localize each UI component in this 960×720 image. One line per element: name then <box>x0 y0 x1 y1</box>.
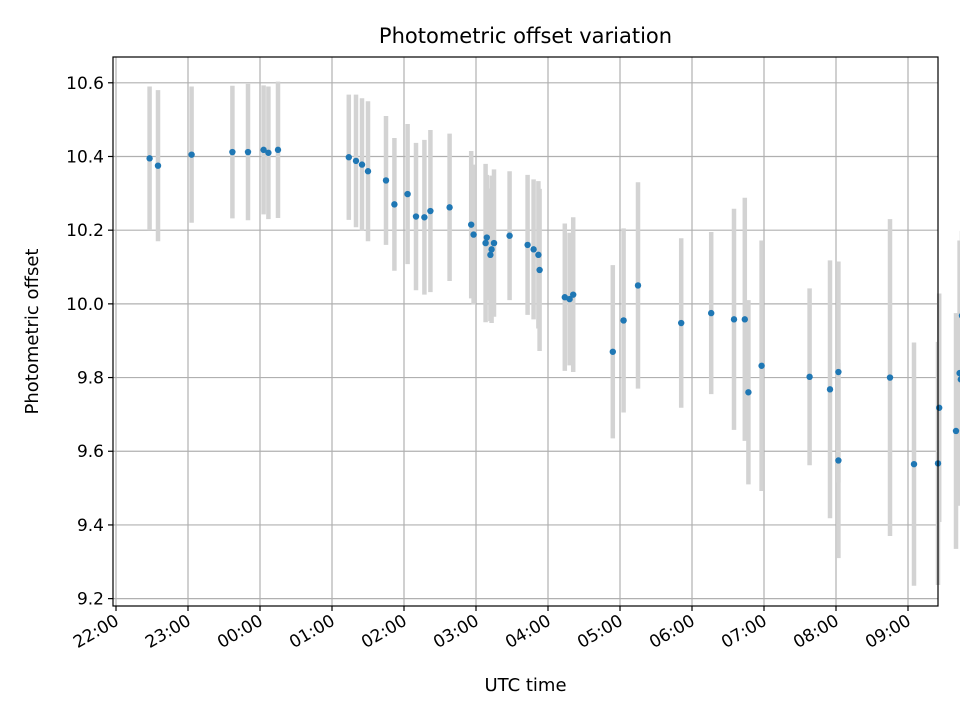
data-point <box>524 241 531 249</box>
x-tick-label: 05:00 <box>574 611 626 653</box>
y-tick-label: 9.8 <box>77 369 104 389</box>
error-bars <box>147 81 960 586</box>
y-tick-label: 10.4 <box>66 147 104 167</box>
data-point <box>470 231 477 238</box>
data-point <box>487 251 494 259</box>
data-point <box>490 239 498 247</box>
data-point <box>391 201 398 208</box>
data-point <box>536 266 543 274</box>
data-point <box>957 376 960 383</box>
data-point <box>936 404 943 411</box>
data-point <box>382 177 390 184</box>
data-point <box>886 374 894 381</box>
x-tick-label: 04:00 <box>502 611 554 653</box>
y-tick-label: 10.2 <box>66 221 104 241</box>
data-point <box>835 368 842 376</box>
x-tick-label: 23:00 <box>142 611 194 653</box>
plot-area <box>112 56 939 607</box>
data-point <box>244 148 252 156</box>
data-point <box>535 251 542 259</box>
y-tick-label: 9.4 <box>77 516 104 536</box>
chart-title: Photometric offset variation <box>379 24 672 48</box>
data-point <box>758 362 765 369</box>
data-point <box>741 316 748 323</box>
data-point <box>412 213 420 220</box>
data-point <box>708 309 715 317</box>
data-points <box>146 146 960 468</box>
y-tick-label: 9.6 <box>77 442 104 462</box>
data-point <box>530 246 537 253</box>
data-point <box>570 291 577 298</box>
data-point <box>730 316 738 323</box>
x-tick-label: 22:00 <box>70 611 122 653</box>
data-point <box>488 246 495 253</box>
grid <box>113 57 938 606</box>
data-point <box>482 239 489 247</box>
data-point <box>678 319 685 327</box>
data-point <box>609 348 616 355</box>
data-point <box>561 294 568 301</box>
data-point <box>265 149 272 156</box>
data-point <box>910 460 918 468</box>
y-axis-title: Photometric offset <box>22 249 43 415</box>
y-tick-label: 10.0 <box>66 295 104 315</box>
data-point <box>352 157 360 165</box>
x-tick-label: 00:00 <box>214 611 266 653</box>
data-point <box>835 457 842 464</box>
x-tick-label: 09:00 <box>862 611 914 653</box>
y-tick-label: 9.2 <box>77 590 104 610</box>
data-point <box>446 204 453 211</box>
x-tick-label: 01:00 <box>286 611 338 653</box>
data-point <box>274 146 282 154</box>
data-point <box>956 369 960 377</box>
data-point <box>806 373 813 381</box>
data-point <box>745 389 752 396</box>
data-point <box>506 232 513 239</box>
data-point <box>468 221 475 228</box>
y-tick-label: 10.6 <box>66 74 104 94</box>
x-axis: 22:00 23:00 00:00 01:00 02:00 03:00 04:00 05:00… <box>70 606 915 653</box>
data-point <box>483 234 490 241</box>
data-point <box>427 207 434 215</box>
data-point <box>260 146 267 154</box>
x-tick-label: 07:00 <box>718 611 770 653</box>
x-tick-label: 02:00 <box>358 611 410 653</box>
x-tick-label: 08:00 <box>790 611 842 653</box>
data-point <box>620 317 627 324</box>
data-point <box>826 386 834 393</box>
x-axis-title: UTC time <box>484 675 566 696</box>
y-axis: 9.2 9.4 9.6 9.8 10.0 10.2 10.4 10.6 <box>66 74 113 610</box>
data-point <box>952 427 960 435</box>
data-point <box>358 161 366 168</box>
data-point <box>566 295 573 303</box>
data-point <box>146 155 153 162</box>
data-point <box>364 168 372 175</box>
data-point <box>634 282 642 289</box>
x-tick-label: 03:00 <box>430 611 482 653</box>
data-point <box>404 190 411 198</box>
data-point <box>421 214 428 221</box>
data-point <box>188 151 195 158</box>
data-point <box>154 162 162 169</box>
x-tick-label: 06:00 <box>646 611 698 653</box>
data-point <box>345 154 352 161</box>
data-point <box>229 148 236 156</box>
